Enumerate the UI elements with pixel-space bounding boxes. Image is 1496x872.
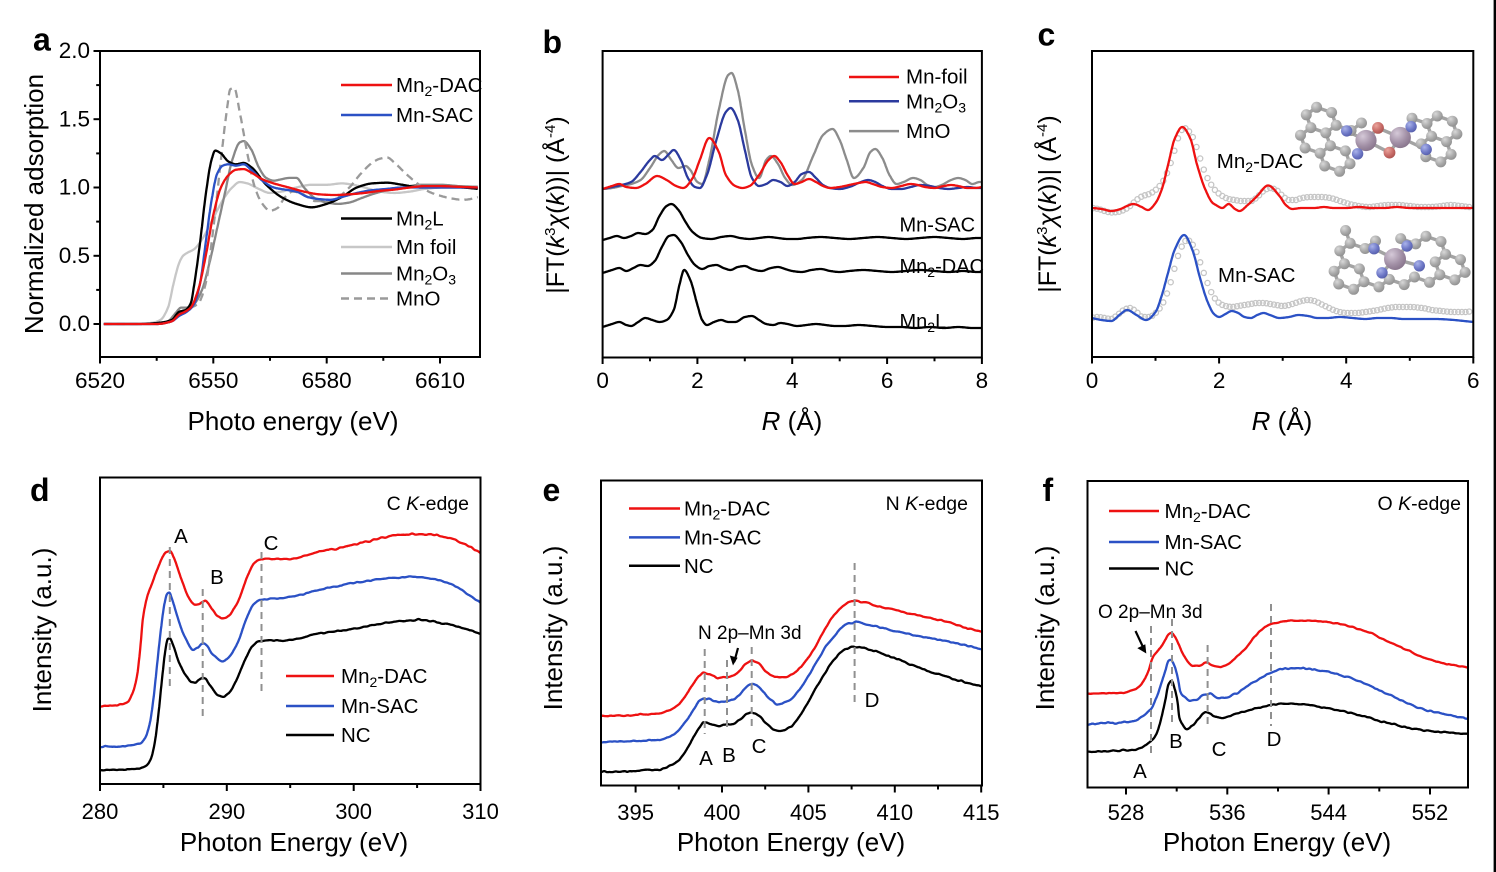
svg-text:410: 410 [876, 800, 913, 825]
svg-text:310: 310 [462, 799, 499, 824]
svg-text:A: A [174, 525, 188, 548]
svg-text:544: 544 [1310, 800, 1347, 825]
svg-text:O K-edge: O K-edge [1378, 493, 1461, 515]
svg-text:Mn2​-DAC: Mn2​-DAC [1165, 500, 1252, 525]
svg-text:Normalized adsorption: Normalized adsorption [19, 74, 49, 334]
svg-text:d: d [30, 472, 50, 508]
svg-text:Mn2​-DAC: Mn2​-DAC [684, 498, 771, 523]
svg-text:Photon Energy (eV): Photon Energy (eV) [1163, 827, 1391, 857]
svg-text:Mn-SAC: Mn-SAC [341, 695, 419, 718]
svg-text:415: 415 [963, 800, 1000, 825]
svg-text:Intensity (a.u.): Intensity (a.u.) [1030, 546, 1060, 711]
svg-text:Photo energy (eV): Photo energy (eV) [187, 406, 398, 436]
svg-text:2.0: 2.0 [59, 38, 90, 63]
svg-text:|FT(k3​χ(k))| (Å-4​): |FT(k3​χ(k))| (Å-4​) [540, 116, 570, 293]
svg-text:MnO: MnO [396, 288, 440, 311]
svg-text:C: C [1212, 738, 1227, 761]
svg-text:Photon Energy (eV): Photon Energy (eV) [677, 827, 905, 857]
svg-text:Mn-SAC: Mn-SAC [1165, 531, 1243, 554]
svg-text:Mn2​O3​: Mn2​O3​ [906, 90, 966, 115]
svg-text:Mn-SAC: Mn-SAC [684, 526, 762, 549]
svg-text:B: B [210, 566, 224, 589]
svg-text:a: a [33, 22, 51, 58]
svg-text:280: 280 [82, 799, 119, 824]
svg-text:6: 6 [1467, 368, 1480, 393]
svg-text:R (Å): R (Å) [1252, 406, 1313, 436]
svg-text:C K-edge: C K-edge [387, 493, 469, 515]
svg-text:b: b [543, 24, 563, 60]
svg-text:Mn2​-DAC: Mn2​-DAC [900, 256, 984, 280]
svg-text:4: 4 [786, 368, 799, 393]
svg-text:N 2p–Mn 3d: N 2p–Mn 3d [698, 623, 802, 644]
svg-text:D: D [1267, 728, 1282, 751]
svg-text:6610: 6610 [415, 368, 465, 393]
svg-text:552: 552 [1412, 800, 1449, 825]
svg-text:N K-edge: N K-edge [886, 493, 968, 515]
svg-text:0.0: 0.0 [59, 311, 90, 336]
svg-text:NC: NC [684, 555, 714, 578]
svg-text:Mn-SAC: Mn-SAC [1218, 264, 1296, 287]
svg-text:f: f [1043, 472, 1054, 508]
svg-text:6550: 6550 [188, 368, 238, 393]
svg-text:290: 290 [208, 799, 245, 824]
svg-text:Mn-foil: Mn-foil [906, 66, 968, 89]
svg-text:395: 395 [617, 800, 654, 825]
svg-text:2: 2 [691, 368, 704, 393]
svg-text:Intensity (a.u.): Intensity (a.u.) [538, 546, 568, 711]
svg-text:Intensity (a.u.): Intensity (a.u.) [27, 548, 57, 713]
svg-text:4: 4 [1340, 368, 1353, 393]
svg-text:Mn2​-DAC: Mn2​-DAC [1217, 150, 1304, 175]
svg-text:R (Å): R (Å) [762, 406, 823, 436]
svg-text:Mn2​L: Mn2​L [900, 311, 947, 335]
svg-text:C: C [752, 735, 767, 758]
svg-text:c: c [1038, 17, 1056, 53]
svg-text:Mn2​L: Mn2​L [396, 208, 444, 233]
svg-text:Photon Energy (eV): Photon Energy (eV) [180, 827, 408, 857]
svg-text:8: 8 [976, 368, 989, 393]
svg-text:400: 400 [704, 800, 741, 825]
svg-text:1.0: 1.0 [59, 175, 90, 200]
svg-text:2: 2 [1213, 368, 1226, 393]
svg-text:6520: 6520 [75, 368, 125, 393]
svg-text:Mn2​-DAC: Mn2​-DAC [341, 665, 428, 690]
svg-text:300: 300 [335, 799, 372, 824]
svg-text:6: 6 [881, 368, 894, 393]
svg-text:C: C [264, 532, 279, 555]
svg-text:Mn-SAC: Mn-SAC [396, 104, 474, 127]
svg-text:A: A [699, 747, 713, 770]
svg-text:MnO: MnO [906, 120, 950, 143]
svg-text:D: D [865, 689, 880, 712]
svg-text:e: e [543, 472, 561, 508]
svg-text:|FT(k3​χ(k))| (Å-4​): |FT(k3​χ(k))| (Å-4​) [1032, 115, 1062, 292]
svg-text:0: 0 [596, 368, 609, 393]
svg-text:0: 0 [1086, 368, 1099, 393]
svg-text:O 2p–Mn 3d: O 2p–Mn 3d [1098, 602, 1203, 623]
svg-text:B: B [722, 744, 736, 767]
svg-text:NC: NC [341, 724, 371, 747]
svg-text:Mn2​-DAC: Mn2​-DAC [396, 74, 483, 99]
svg-text:405: 405 [790, 800, 827, 825]
svg-text:B: B [1169, 730, 1183, 753]
svg-text:0.5: 0.5 [59, 243, 90, 268]
svg-text:1.5: 1.5 [59, 106, 90, 131]
svg-text:528: 528 [1108, 800, 1145, 825]
svg-text:536: 536 [1209, 800, 1246, 825]
svg-text:NC: NC [1165, 558, 1195, 581]
svg-text:6580: 6580 [302, 368, 352, 393]
svg-text:Mn-SAC: Mn-SAC [900, 214, 976, 236]
svg-text:Mn foil: Mn foil [396, 236, 456, 259]
svg-text:A: A [1133, 760, 1147, 783]
